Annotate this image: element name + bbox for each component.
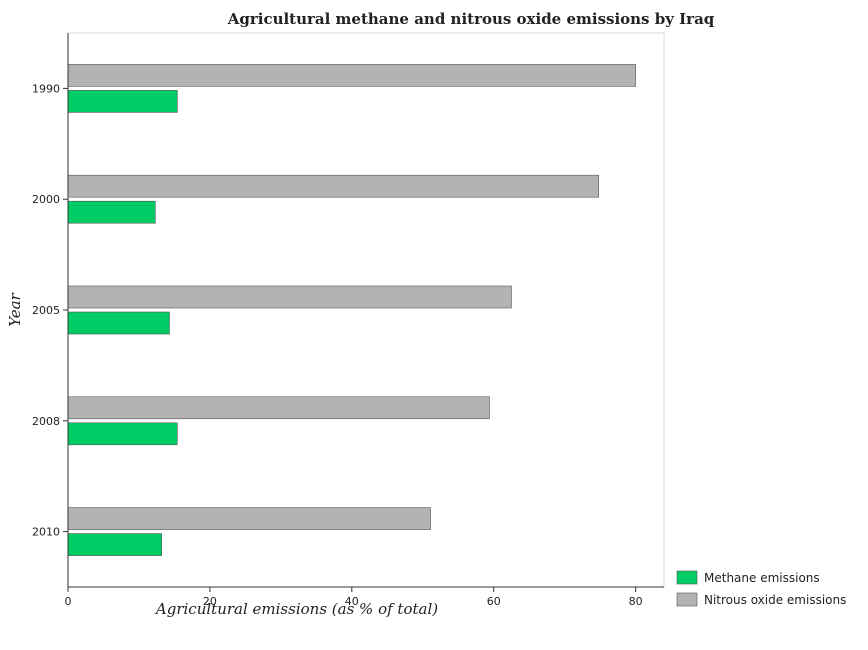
y-tick-label: 2010 <box>32 526 60 539</box>
legend-label-nitrous-oxide: Nitrous oxide emissions <box>704 593 846 607</box>
bar-methane-1990 <box>67 90 178 113</box>
bar-nitrous-oxide-1990 <box>67 64 636 87</box>
legend: Methane emissions Nitrous oxide emissions <box>676 570 846 607</box>
y-tick-label: 1990 <box>32 82 60 95</box>
bar-nitrous-oxide-2008 <box>67 396 490 420</box>
bar-nitrous-oxide-2010 <box>67 507 431 530</box>
legend-swatch-methane <box>676 570 698 585</box>
y-tick-label: 2008 <box>32 415 60 428</box>
y-axis: 1990 2000 2005 2008 2010 <box>32 33 69 587</box>
bar-methane-2010 <box>67 533 162 556</box>
x-tick-label: 60 <box>487 595 501 608</box>
chart-title: Agricultural methane and nitrous oxide e… <box>227 10 715 28</box>
y-axis-label: Year <box>6 292 24 326</box>
bar-methane-2005 <box>67 311 170 335</box>
plot-area <box>67 32 665 588</box>
x-tick-label: 0 <box>65 595 72 608</box>
legend-swatch-nitrous-oxide <box>676 592 698 607</box>
y-tick-label: 2005 <box>32 304 60 317</box>
bar-methane-2008 <box>67 422 178 446</box>
x-tick-label: 80 <box>629 595 643 608</box>
bar-nitrous-oxide-2000 <box>67 174 600 198</box>
y-tick-label: 2000 <box>32 193 60 206</box>
legend-label-methane: Methane emissions <box>704 571 820 585</box>
x-axis: 0 20 40 60 80 <box>65 586 664 608</box>
x-tick-label: 40 <box>345 595 359 608</box>
x-axis-label: Agricultural emissions (as % of total) <box>154 600 438 618</box>
bar-methane-2000 <box>67 200 156 224</box>
bar-nitrous-oxide-2005 <box>67 285 512 309</box>
x-tick-label: 20 <box>203 595 217 608</box>
